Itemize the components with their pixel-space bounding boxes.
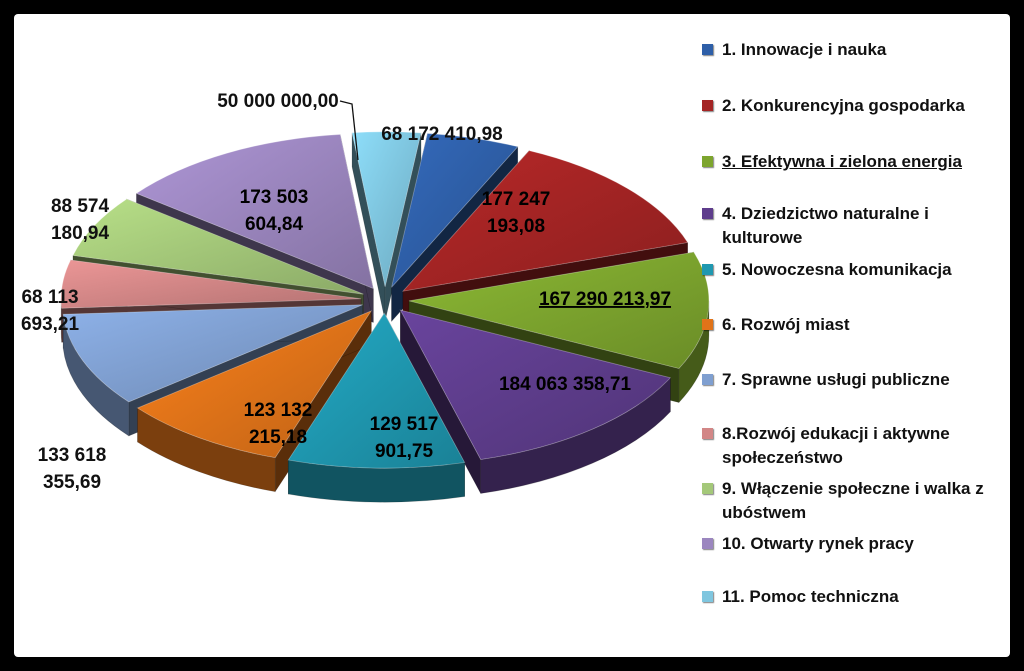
data-label-5: 129 517 901,75 — [370, 414, 439, 462]
legend-label: 5. Nowoczesna komunikacja — [722, 260, 952, 279]
data-label-3: 167 290 213,97 — [539, 289, 671, 310]
slice-9 — [72, 198, 364, 295]
legend-swatch — [702, 428, 713, 439]
data-label-7: 133 618 355,69 — [38, 445, 107, 493]
slice-3 — [408, 251, 710, 369]
slice-2 — [401, 150, 689, 292]
legend-swatch — [702, 319, 713, 330]
slice-10 — [135, 134, 374, 290]
data-label-8: 68 113 693,21 — [21, 287, 80, 335]
slice-8 — [60, 259, 362, 309]
legend-label: 10. Otwarty rynek pracy — [722, 534, 914, 553]
slice-1 — [391, 132, 519, 288]
data-label-4: 184 063 358,71 — [499, 374, 632, 395]
legend-swatch — [702, 44, 713, 55]
legend-label: 9. Włączenie społeczne i walka z ubóstwe… — [722, 479, 984, 522]
data-label-2: 177 247 193,08 — [482, 189, 551, 237]
data-label-9: 88 574 180,94 — [51, 196, 110, 244]
legend-label: 11. Pomoc techniczna — [722, 587, 899, 606]
legend-swatch — [702, 100, 713, 111]
legend-swatch — [702, 156, 713, 167]
pie-tops — [60, 131, 710, 469]
legend-label: 1. Innowacje i nauka — [722, 40, 887, 59]
data-label-11: 50 000 000,00 — [217, 91, 339, 112]
legend-label: 2. Konkurencyjna gospodarka — [722, 96, 965, 115]
slice-4 — [399, 309, 672, 460]
data-label-10: 173 503 604,84 — [240, 187, 309, 235]
slice-rim-4 — [480, 376, 671, 494]
legend-label: 6. Rozwój miast — [722, 315, 850, 334]
legend-swatch — [702, 591, 713, 602]
legend-swatch — [702, 264, 713, 275]
legend-label: 4. Dziedzictwo naturalne i kulturowe — [722, 204, 929, 247]
leader-line-11 — [339, 100, 359, 161]
legend-swatch — [702, 208, 713, 219]
data-label-6: 123 132 215,18 — [244, 400, 313, 448]
data-label-1: 68 172 410,98 — [381, 124, 503, 145]
legend-swatch — [702, 374, 713, 385]
slice-11 — [351, 131, 422, 287]
legend-label: 7. Sprawne usługi publiczne — [722, 370, 950, 389]
legend-label: 3. Efektywna i zielona energia — [722, 152, 962, 171]
data-labels: 68 172 410,98 177 247 193,08 167 290 213,97… — [21, 91, 671, 493]
slice-wall-4-end — [400, 309, 481, 494]
legend-label: 8.Rozwój edukacji i aktywne społeczeństw… — [722, 424, 950, 467]
legend-swatch — [702, 538, 713, 549]
slice-5 — [287, 312, 466, 469]
slice-6 — [136, 309, 373, 459]
legend-swatch — [702, 483, 713, 494]
slice-7 — [62, 304, 363, 403]
